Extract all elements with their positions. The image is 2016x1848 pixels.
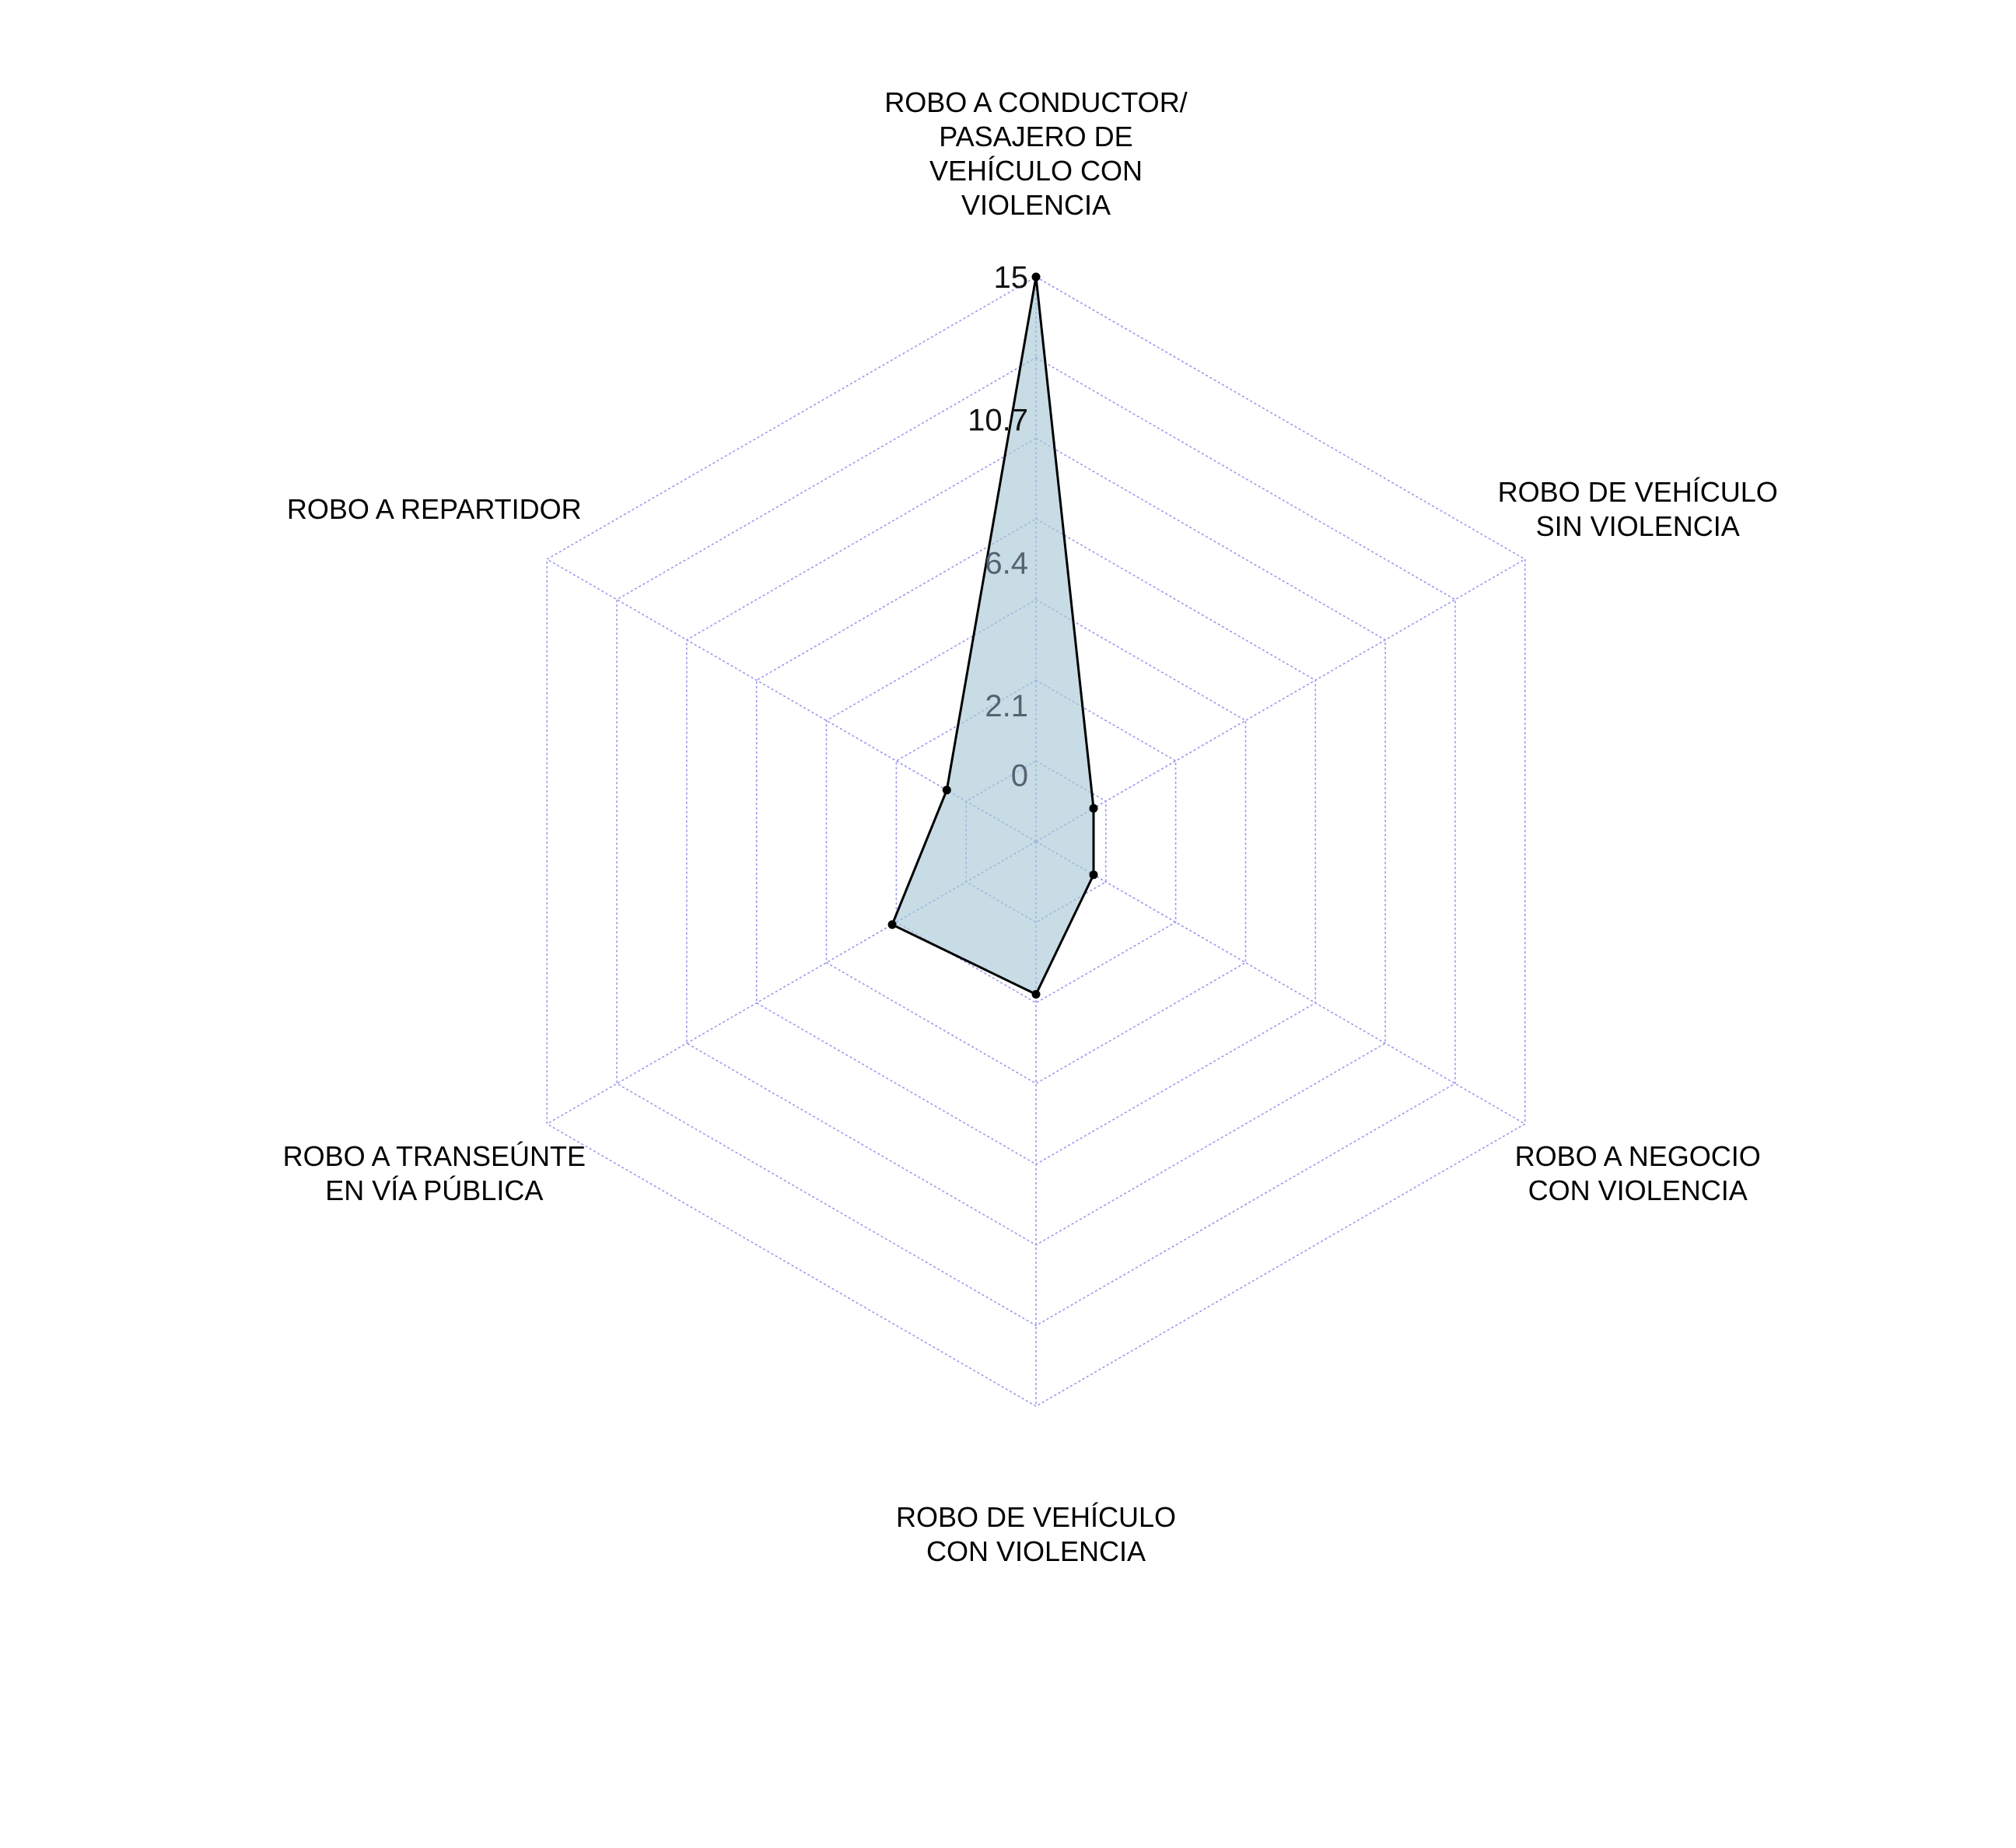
axis-label-line: ROBO A REPARTIDOR xyxy=(287,493,582,525)
tick-label: 10.7 xyxy=(968,404,1028,438)
data-point xyxy=(887,920,897,929)
tick-label: 15 xyxy=(994,261,1029,295)
tick-label: 2.1 xyxy=(985,689,1028,723)
data-point xyxy=(942,786,951,795)
axis-label-line: EN VÍA PÚBLICA xyxy=(325,1174,543,1206)
tick-label: 6.4 xyxy=(985,546,1028,580)
tick-labels: 0 2.1 6.4 10.7 15 xyxy=(968,261,1028,793)
axis-label-line: ROBO A NEGOCIO xyxy=(1515,1140,1761,1172)
axis-label-line: CON VIOLENCIA xyxy=(1528,1174,1748,1206)
series-layer xyxy=(887,272,1098,999)
data-point xyxy=(1031,989,1041,999)
grid-spoke xyxy=(1035,841,1526,1125)
axis-label-line: CON VIOLENCIA xyxy=(926,1535,1146,1567)
axis-label-line: PASAJERO DE xyxy=(939,121,1132,152)
grid-ring xyxy=(616,356,1456,1327)
data-point xyxy=(1031,272,1041,282)
series-area xyxy=(891,276,1095,996)
axis-label-line: SIN VIOLENCIA xyxy=(1536,510,1740,542)
tick-label: 0 xyxy=(1011,759,1028,793)
axis-label-line: ROBO A CONDUCTOR/ xyxy=(884,86,1187,118)
grid-spoke xyxy=(1035,558,1526,842)
data-point xyxy=(1089,870,1098,880)
axis-label-line: ROBO A TRANSEÚNTE xyxy=(283,1140,586,1172)
axis-label-line: VEHÍCULO CON xyxy=(929,155,1143,187)
axis-label-line: ROBO DE VEHÍCULO xyxy=(1498,476,1778,508)
axis-label-line: VIOLENCIA xyxy=(961,189,1111,221)
axis-label-axis-repartidor: ROBO A REPARTIDOR xyxy=(287,493,582,525)
data-point xyxy=(1089,803,1098,813)
axis-label-line: ROBO DE VEHÍCULO xyxy=(896,1501,1176,1533)
grid-ring xyxy=(825,598,1247,1085)
